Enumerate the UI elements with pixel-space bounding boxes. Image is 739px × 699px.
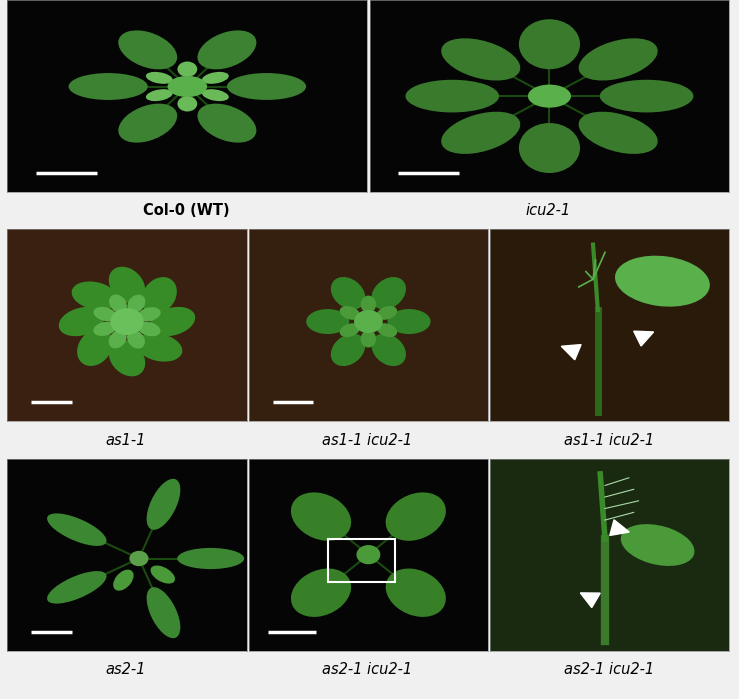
Ellipse shape bbox=[202, 89, 229, 101]
Ellipse shape bbox=[69, 73, 148, 100]
Text: as1-1: as1-1 bbox=[106, 433, 146, 447]
Ellipse shape bbox=[372, 333, 406, 366]
Ellipse shape bbox=[146, 89, 173, 101]
Polygon shape bbox=[562, 345, 581, 360]
Ellipse shape bbox=[127, 294, 146, 313]
Ellipse shape bbox=[177, 96, 197, 111]
Ellipse shape bbox=[340, 323, 360, 337]
Ellipse shape bbox=[202, 72, 229, 84]
Ellipse shape bbox=[137, 307, 160, 322]
Ellipse shape bbox=[331, 333, 365, 366]
Ellipse shape bbox=[118, 103, 177, 143]
Circle shape bbox=[528, 85, 571, 108]
Bar bbox=[327, 540, 395, 582]
Ellipse shape bbox=[149, 307, 195, 336]
Circle shape bbox=[129, 551, 149, 566]
Text: as2-1 icu2-1: as2-1 icu2-1 bbox=[322, 662, 412, 677]
Ellipse shape bbox=[387, 309, 431, 334]
Polygon shape bbox=[580, 593, 600, 607]
Circle shape bbox=[168, 76, 207, 97]
Ellipse shape bbox=[291, 492, 351, 541]
Ellipse shape bbox=[579, 112, 658, 154]
Ellipse shape bbox=[72, 282, 118, 310]
Ellipse shape bbox=[600, 80, 693, 113]
Ellipse shape bbox=[377, 306, 397, 320]
Ellipse shape bbox=[127, 330, 145, 349]
Ellipse shape bbox=[109, 294, 127, 313]
Ellipse shape bbox=[377, 323, 397, 337]
Ellipse shape bbox=[47, 513, 106, 546]
Ellipse shape bbox=[177, 62, 197, 77]
Ellipse shape bbox=[519, 123, 580, 173]
Ellipse shape bbox=[386, 568, 446, 617]
Ellipse shape bbox=[109, 340, 146, 376]
Ellipse shape bbox=[306, 309, 350, 334]
Ellipse shape bbox=[177, 548, 244, 569]
Ellipse shape bbox=[113, 570, 134, 591]
Ellipse shape bbox=[197, 103, 256, 143]
Ellipse shape bbox=[227, 73, 306, 100]
Ellipse shape bbox=[441, 112, 520, 154]
Text: as2-1: as2-1 bbox=[106, 662, 146, 677]
Text: as1-1 icu2-1: as1-1 icu2-1 bbox=[564, 433, 654, 447]
Ellipse shape bbox=[331, 277, 365, 310]
Ellipse shape bbox=[386, 492, 446, 541]
Ellipse shape bbox=[621, 524, 695, 566]
Ellipse shape bbox=[146, 72, 173, 84]
Ellipse shape bbox=[109, 267, 146, 303]
Ellipse shape bbox=[372, 277, 406, 310]
Ellipse shape bbox=[197, 30, 256, 69]
Circle shape bbox=[110, 308, 143, 335]
Text: icu2-1: icu2-1 bbox=[525, 203, 571, 218]
Ellipse shape bbox=[340, 306, 360, 320]
Ellipse shape bbox=[136, 333, 183, 361]
Polygon shape bbox=[634, 331, 653, 346]
Polygon shape bbox=[610, 520, 629, 535]
Ellipse shape bbox=[406, 80, 499, 113]
Ellipse shape bbox=[93, 322, 116, 336]
Ellipse shape bbox=[615, 256, 710, 307]
Circle shape bbox=[354, 310, 383, 333]
Ellipse shape bbox=[361, 330, 376, 347]
Ellipse shape bbox=[118, 30, 177, 69]
Ellipse shape bbox=[58, 307, 104, 336]
Ellipse shape bbox=[137, 322, 160, 336]
Ellipse shape bbox=[141, 277, 177, 315]
Ellipse shape bbox=[109, 330, 126, 349]
Text: as1-1 icu2-1: as1-1 icu2-1 bbox=[322, 433, 412, 447]
Ellipse shape bbox=[441, 38, 520, 80]
Ellipse shape bbox=[361, 296, 376, 313]
Ellipse shape bbox=[47, 571, 106, 604]
Circle shape bbox=[356, 545, 381, 564]
Text: as2-1 icu2-1: as2-1 icu2-1 bbox=[564, 662, 654, 677]
Ellipse shape bbox=[77, 329, 112, 366]
Ellipse shape bbox=[291, 568, 351, 617]
Ellipse shape bbox=[146, 587, 180, 638]
Ellipse shape bbox=[146, 479, 180, 530]
Ellipse shape bbox=[151, 565, 175, 584]
Ellipse shape bbox=[519, 19, 580, 69]
Ellipse shape bbox=[93, 307, 117, 322]
Text: Col-0 (WT): Col-0 (WT) bbox=[143, 203, 230, 218]
Ellipse shape bbox=[579, 38, 658, 80]
